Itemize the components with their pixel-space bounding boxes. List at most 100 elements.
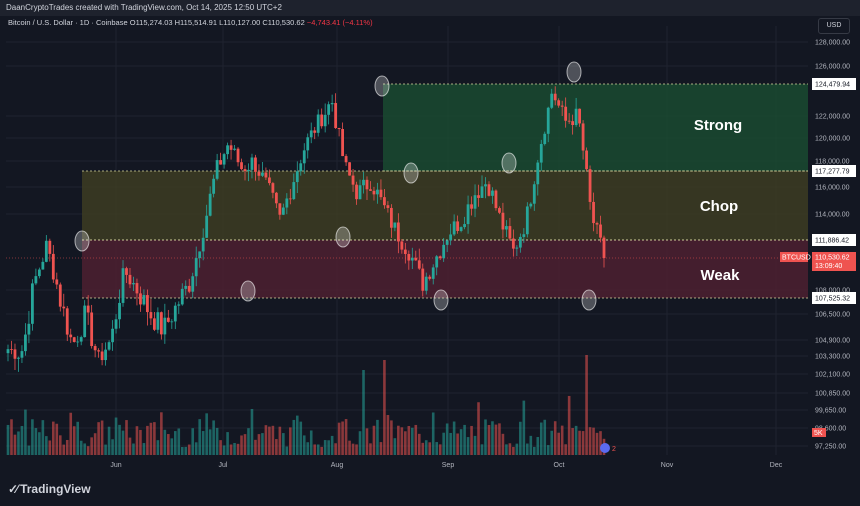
candle-body [369,189,372,191]
candle-body [529,203,533,207]
volume-bar [564,444,567,455]
volume-bar [264,425,268,455]
volume-bar [278,426,282,455]
candle-body [424,276,428,291]
candle-body [243,169,247,172]
header-title: DaanCryptoTrades created with TradingVie… [6,3,282,12]
legend-ohlc: O115,274.03 H115,514.91 L110,127.00 C110… [129,18,305,27]
symbol-tag [780,252,808,262]
volume-bar [79,440,83,455]
volume-bar [90,437,93,455]
candle-body [491,190,494,196]
candle-body [386,205,390,208]
candle-body [208,193,212,216]
volume-bar [289,427,292,455]
volume-bar [295,415,299,455]
volume-bar [484,419,487,455]
volume-bar [31,419,34,455]
candle-body [236,148,240,163]
level-tag-text: 111,886.42 [815,238,849,245]
y-tick-label: 100,850.00 [815,391,850,398]
candle-body [187,285,191,292]
volume-bar [100,420,104,455]
volume-bar [212,420,215,455]
candle-body [41,261,45,270]
volume-bar [229,444,233,455]
volume-bar [421,442,425,455]
candle-body [553,93,557,101]
volume-bar [240,435,243,455]
candle-body [358,185,362,200]
volume-bar [271,425,275,455]
candle-body [376,189,379,195]
volume-bar [72,426,76,455]
current-price-text: 110,530.62 [815,255,850,262]
y-tick-label: 122,000.00 [815,114,850,121]
candle-body [487,184,491,196]
candle-body [111,328,114,343]
candle-body [250,157,254,170]
volume-bar [302,435,306,455]
candle-body [428,276,432,279]
candle-body [316,114,320,133]
volume-bar [107,426,111,455]
candle-body [564,106,568,121]
volume-bar [376,419,379,455]
volume-bar [473,435,477,455]
volume-bar [69,412,73,455]
volume-bar [38,432,41,455]
x-tick-label: Oct [554,462,565,469]
volume-bar [132,443,135,455]
volume-bar [574,425,578,455]
candle-body [383,197,386,206]
candle-body [295,171,299,183]
countdown-text: 13:09:40 [815,263,842,270]
volume-bar [173,431,177,455]
volume-bar [539,422,543,455]
candle-body [285,198,289,208]
volume-bar [494,424,498,455]
volume-bar [397,425,400,455]
candle-body [233,148,236,150]
y-tick-label: 114,000.00 [815,212,850,219]
candle-body [226,145,229,155]
currency-button[interactable]: USD [818,18,850,34]
touch-marker [74,230,90,252]
candle-body [264,172,268,178]
y-tick-label: 120,000.00 [815,136,850,143]
volume-bar [491,421,494,455]
candle-body [107,342,111,350]
candle-body [173,305,177,322]
candle-body [20,351,24,358]
volume-bar [470,425,473,455]
volume-bar [543,419,547,455]
volume-bar [275,439,278,455]
volume-bar [83,443,86,455]
candle-body [13,349,17,359]
candle-body [501,212,505,230]
volume-bar [330,435,334,455]
candle-body [6,349,10,354]
volume-bar [529,435,533,455]
volume-bar [254,439,257,455]
candle-body [334,103,338,128]
touch-marker [566,61,582,83]
candle-body [288,198,292,200]
volume-bar [208,429,212,455]
volume-bar [292,419,296,455]
tradingview-logo[interactable]: ✓⁄ TradingView [8,482,91,496]
volume-bar [358,431,362,455]
volume-bar [522,400,526,455]
volume-bar [581,431,585,455]
candle-body [76,341,80,343]
touch-marker [240,280,256,302]
candle-body [473,195,477,209]
level-tag-text: 117,277.79 [815,169,850,176]
candle-body [240,162,243,170]
volume-bar [17,431,20,455]
volume-bar [372,425,376,455]
candle-body [86,305,90,313]
volume-bar [187,444,191,455]
candle-body [414,257,418,261]
